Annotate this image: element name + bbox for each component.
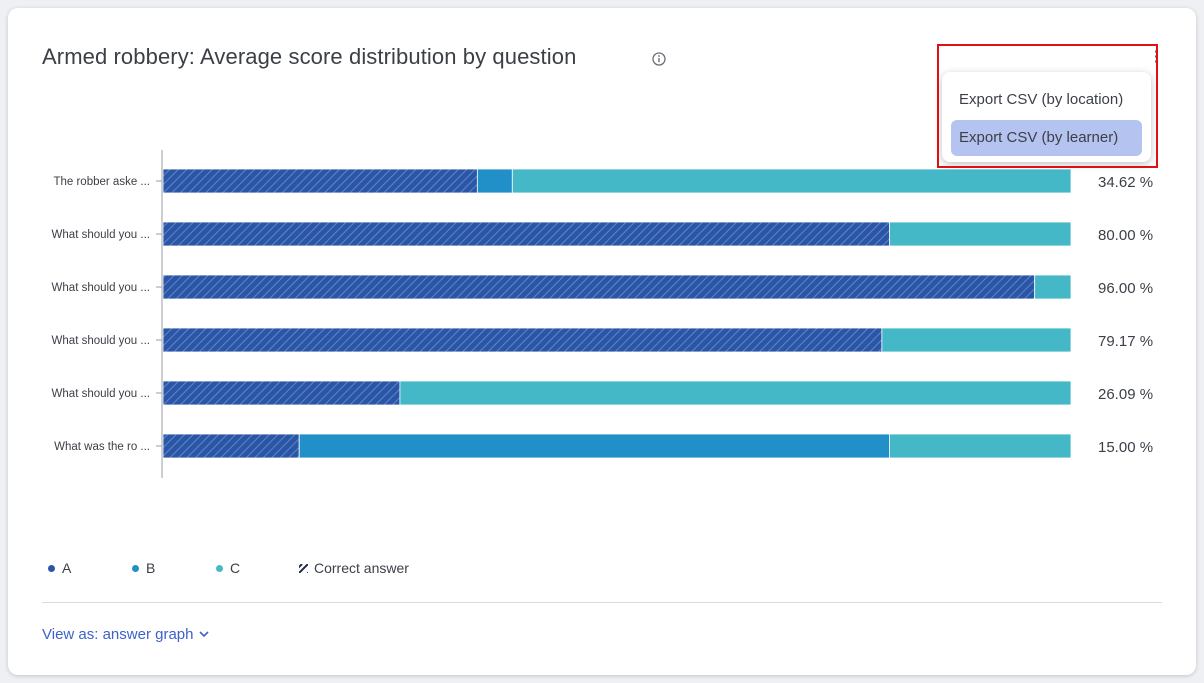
kebab-menu-icon[interactable] <box>1152 50 1160 70</box>
legend-item-a[interactable]: A <box>48 560 71 576</box>
divider <box>42 602 1162 603</box>
export-csv-by-location[interactable]: Export CSV (by location) <box>959 91 1124 108</box>
legend-swatch-b <box>132 564 139 572</box>
bar-hatch-4 <box>163 381 400 405</box>
chart-title: Armed robbery: Average score distributio… <box>42 44 577 69</box>
export-csv-by-learner[interactable]: Export CSV (by learner) <box>951 120 1142 156</box>
y-tick-label-2: What should you ... <box>52 282 150 294</box>
y-tick-label-3: What should you ... <box>52 335 150 347</box>
bar-c-4 <box>399 380 1072 406</box>
chart-card: Armed robbery: Average score distributio… <box>8 8 1196 675</box>
bar-hatch-2 <box>163 275 1035 299</box>
info-icon[interactable] <box>652 52 666 66</box>
y-tick-label-1: What should you ... <box>52 229 150 241</box>
y-tick-label-4: What should you ... <box>52 388 150 400</box>
legend-label-correct: Correct answer <box>314 560 409 576</box>
bar-c-5 <box>889 433 1072 459</box>
chevron-down-icon <box>199 630 210 637</box>
bar-c-0 <box>511 168 1072 194</box>
value-label-2: 96.00 % <box>1098 280 1153 297</box>
bar-hatch-3 <box>163 328 882 352</box>
export-menu: Export CSV (by location) Export CSV (by … <box>942 72 1151 162</box>
bar-hatch-1 <box>163 222 890 246</box>
legend-item-b[interactable]: B <box>132 560 155 576</box>
legend-item-correct: Correct answer <box>299 560 409 576</box>
value-label-3: 79.17 % <box>1098 333 1153 350</box>
value-label-0: 34.62 % <box>1098 174 1153 191</box>
bar-b-5 <box>298 433 890 459</box>
value-label-5: 15.00 % <box>1098 439 1153 456</box>
bar-hatch-0 <box>163 169 478 193</box>
value-label-1: 80.00 % <box>1098 227 1153 244</box>
bar-b-0 <box>476 168 513 194</box>
bar-c-1 <box>889 221 1072 247</box>
view-as-dropdown[interactable]: View as: answer graph <box>42 626 210 643</box>
y-tick-label-5: What was the ro ... <box>54 441 150 453</box>
legend-label-c: C <box>230 560 241 576</box>
bar-hatch-5 <box>163 434 300 458</box>
bar-c-2 <box>1034 274 1072 300</box>
legend-item-c[interactable]: C <box>216 560 240 576</box>
legend-swatch-c <box>216 564 223 572</box>
stacked-bar-chart: The robber aske ... 34.62 % What should yo… <box>52 150 1153 478</box>
legend-swatch-a <box>48 564 55 572</box>
y-tick-label-0: The robber aske ... <box>53 176 150 188</box>
view-as-label: View as: answer graph <box>42 626 194 643</box>
legend-label-a: A <box>62 560 72 576</box>
hatch-icon <box>299 563 308 573</box>
value-label-4: 26.09 % <box>1098 386 1153 403</box>
legend-label-b: B <box>146 560 156 576</box>
bar-c-3 <box>881 327 1072 353</box>
